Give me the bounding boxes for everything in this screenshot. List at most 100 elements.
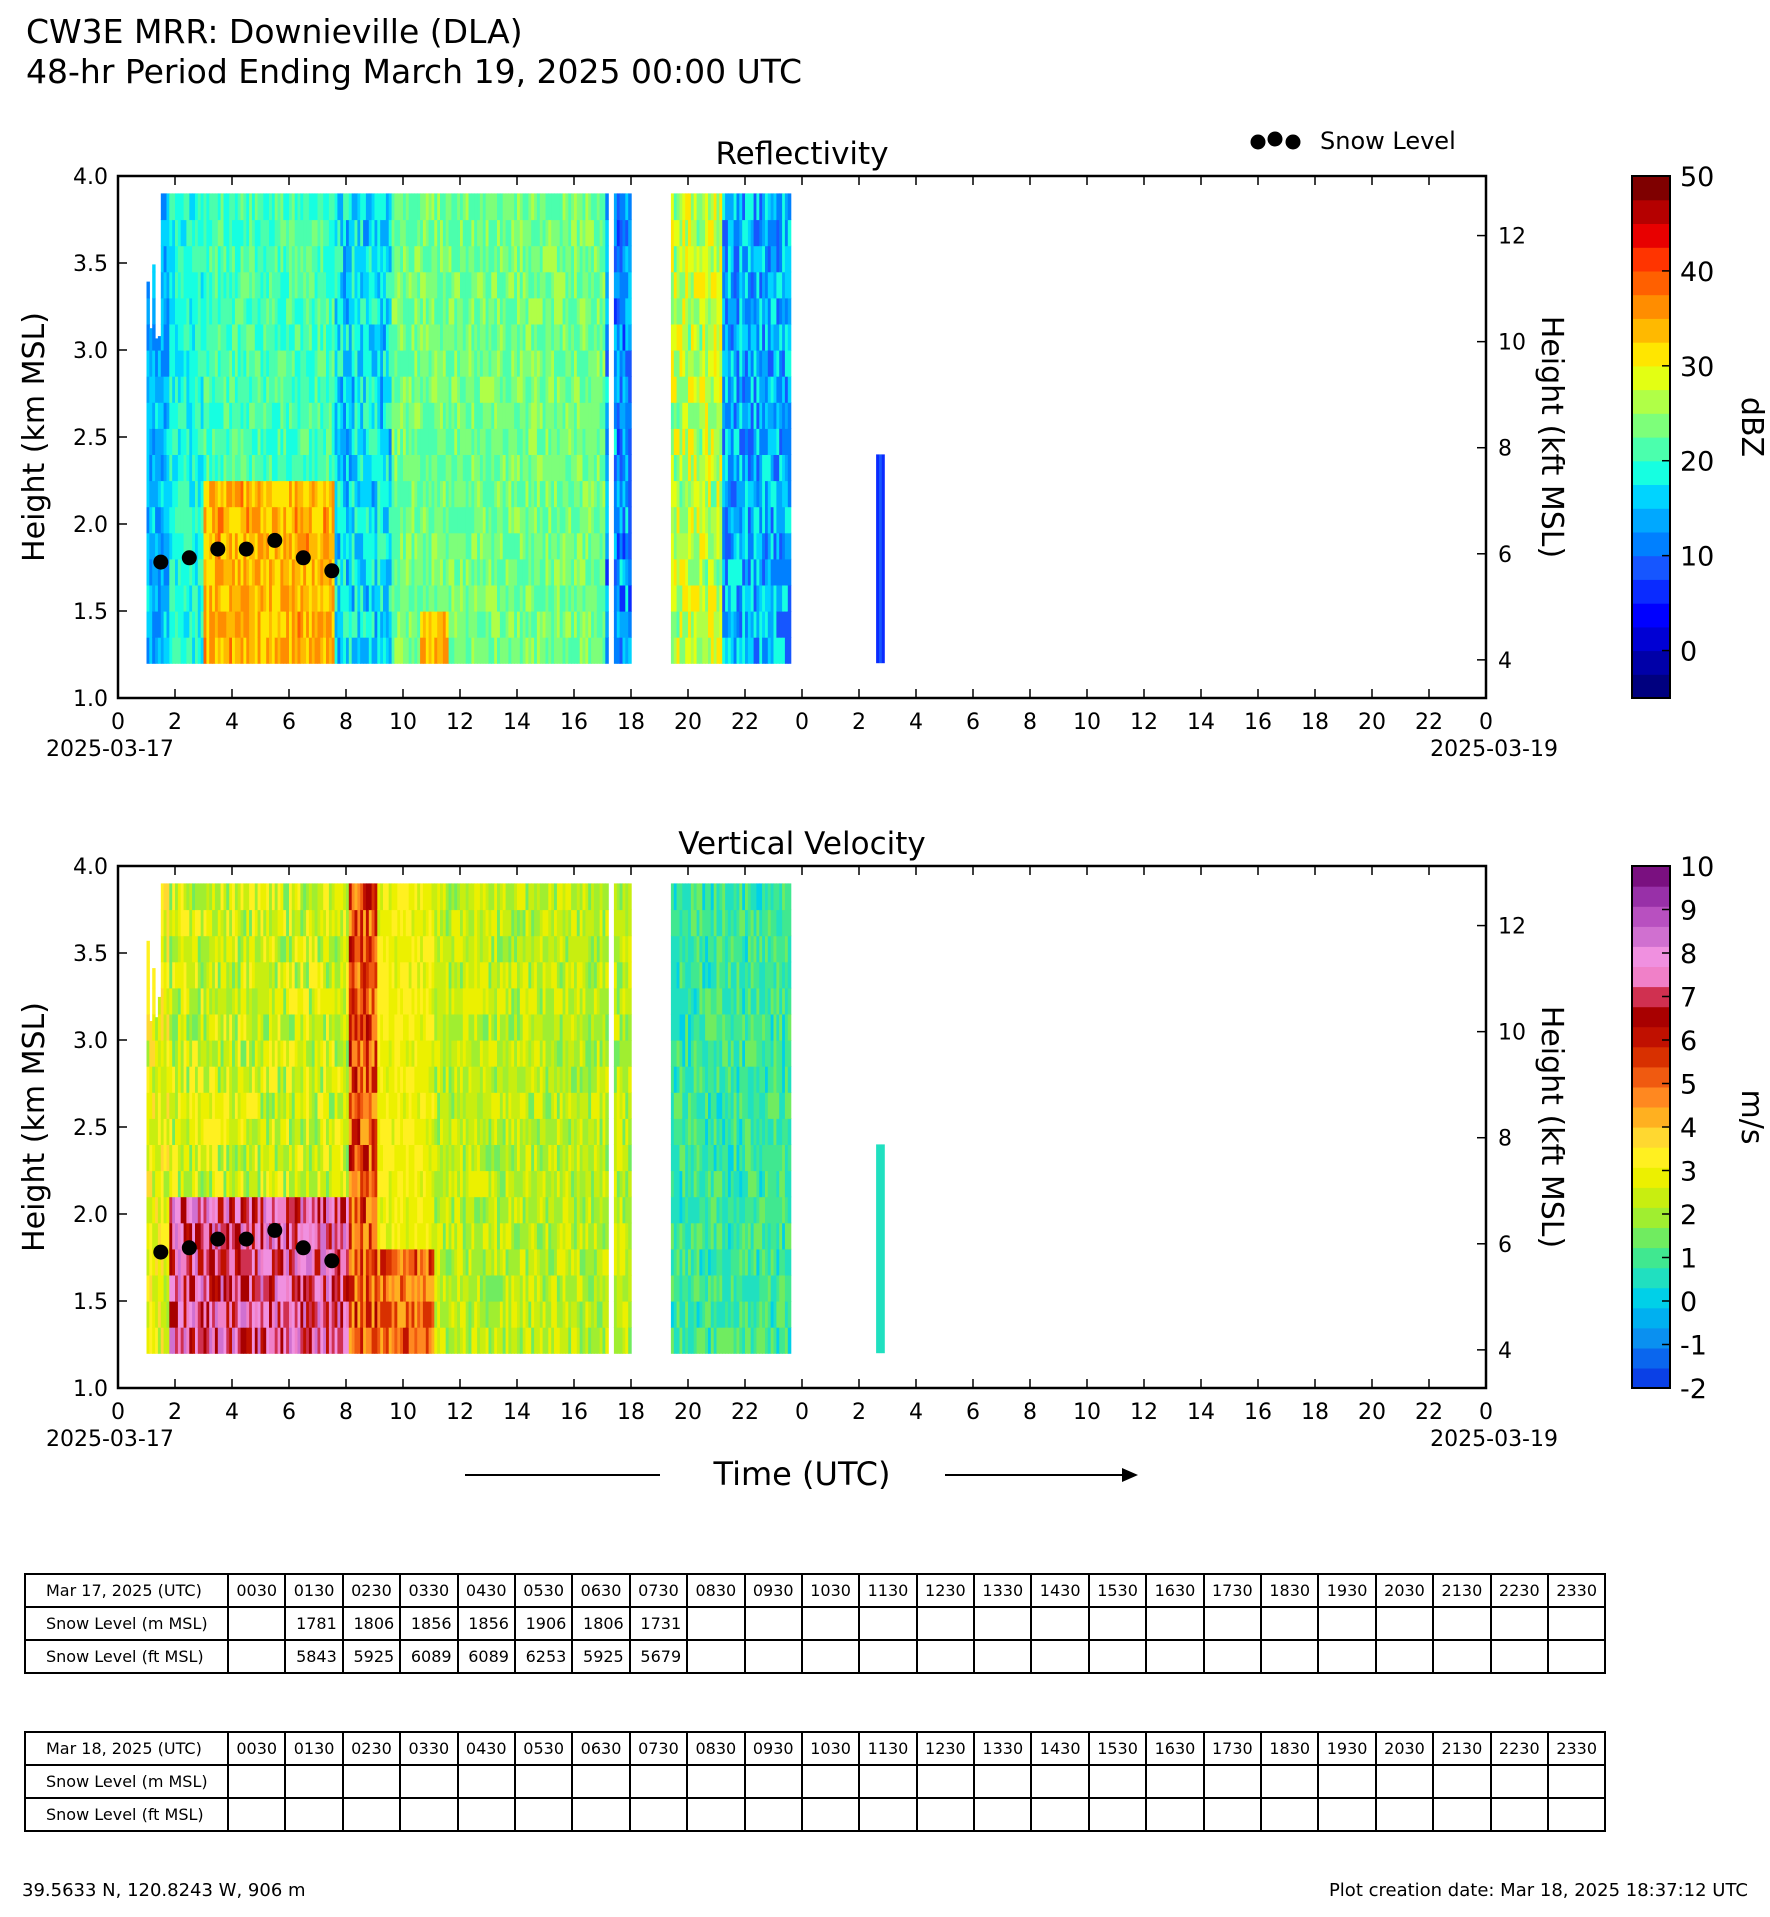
heatmap-cell: [622, 611, 626, 638]
heatmap-cell: [468, 402, 472, 429]
heatmap-cell: [294, 297, 299, 325]
heatmap-cell: [260, 350, 264, 377]
heatmap-cell: [331, 611, 336, 638]
heatmap-cell: [337, 584, 341, 612]
heatmap-cell: [525, 350, 529, 377]
heatmap-cell: [551, 323, 555, 351]
heatmap-cell: [494, 323, 498, 351]
heatmap-cell: [602, 323, 606, 351]
heatmap-cell: [499, 506, 504, 534]
heatmap-cell: [271, 1327, 276, 1354]
heatmap-cell: [574, 350, 578, 377]
heatmap-cell: [531, 611, 535, 638]
heatmap-cell: [237, 1274, 242, 1302]
heatmap-cell: [251, 480, 256, 508]
heatmap-cell: [374, 402, 378, 429]
heatmap-cell: [622, 323, 626, 351]
heatmap-cell: [283, 637, 287, 664]
heatmap-cell: [545, 506, 549, 534]
heatmap-cell: [223, 1144, 227, 1172]
heatmap-cell: [517, 193, 521, 221]
heatmap-cell: [226, 961, 230, 989]
heatmap-cell: [257, 506, 262, 534]
heatmap-cell: [271, 428, 276, 455]
heatmap-cell: [303, 193, 307, 221]
heatmap-cell: [314, 1248, 318, 1276]
heatmap-cell: [183, 323, 187, 351]
heatmap-cell: [756, 350, 760, 377]
heatmap-cell: [291, 1013, 296, 1041]
heatmap-cell: [554, 297, 558, 325]
heatmap-cell: [528, 193, 532, 221]
heatmap-cell: [280, 1144, 284, 1172]
heatmap-cell: [551, 350, 555, 377]
heatmap-cell: [246, 558, 250, 586]
heatmap-cell: [308, 532, 313, 560]
heatmap-cell: [269, 506, 273, 534]
heatmap-cell: [468, 558, 472, 586]
heatmap-cell: [605, 428, 609, 455]
heatmap-cell: [400, 350, 404, 377]
heatmap-cell: [782, 297, 786, 325]
heatmap-cell: [212, 350, 216, 377]
heatmap-cell: [579, 245, 584, 273]
heatmap-cell: [331, 584, 336, 612]
heatmap-cell: [192, 1066, 196, 1093]
heatmap-cell: [323, 376, 327, 403]
heatmap-cell: [303, 1066, 307, 1093]
heatmap-cell: [303, 350, 307, 377]
heatmap-cell: [274, 637, 279, 664]
heatmap-cell: [169, 637, 173, 664]
heatmap-cell: [425, 611, 430, 638]
heatmap-cell: [149, 480, 153, 508]
heatmap-cell: [246, 219, 250, 247]
heatmap-cell: [599, 532, 604, 560]
heatmap-cell: [576, 428, 581, 455]
heatmap-cell: [588, 219, 592, 247]
heatmap-cell: [300, 1144, 304, 1172]
heatmap-cell: [357, 219, 361, 247]
heatmap-cell: [232, 506, 236, 534]
heatmap-cell: [682, 428, 686, 455]
heatmap-cell: [249, 402, 253, 429]
heatmap-cell: [625, 611, 629, 638]
heatmap-cell: [172, 480, 176, 508]
heatmap-cell: [710, 480, 715, 508]
heatmap-cell: [442, 506, 447, 534]
heatmap-cell: [280, 883, 284, 911]
heatmap-cell: [497, 376, 501, 403]
heatmap-cell: [337, 506, 341, 534]
heatmap-cell: [377, 271, 381, 299]
heatmap-cell: [765, 193, 769, 221]
heatmap-cell: [784, 245, 789, 273]
heatmap-cell: [499, 611, 504, 638]
heatmap-cell: [368, 219, 373, 247]
heatmap-cell: [428, 297, 432, 325]
heatmap-cell: [485, 323, 489, 351]
heatmap-cell: [308, 297, 313, 325]
heatmap-cell: [699, 193, 703, 221]
heatmap-cell: [517, 219, 521, 247]
heatmap-cell: [297, 428, 301, 455]
heatmap-cell: [220, 402, 224, 429]
heatmap-cell: [599, 323, 604, 351]
heatmap-cell: [266, 297, 270, 325]
heatmap-cell: [462, 532, 467, 560]
heatmap-cell: [177, 1248, 182, 1276]
heatmap-cell: [229, 1040, 233, 1067]
heatmap-cell: [229, 193, 233, 221]
heatmap-cell: [192, 193, 196, 221]
heatmap-cell: [155, 1196, 159, 1224]
heatmap-cell: [277, 193, 282, 221]
heatmap-cell: [223, 1170, 227, 1198]
heatmap-cell: [226, 506, 230, 534]
heatmap-cell: [579, 402, 584, 429]
heatmap-cell: [773, 219, 777, 247]
heatmap-cell: [759, 376, 763, 403]
heatmap-cell: [157, 1274, 162, 1302]
heatmap-cell: [465, 637, 470, 664]
heatmap-cell: [157, 532, 162, 560]
heatmap-cell: [300, 584, 304, 612]
heatmap-cell: [585, 532, 589, 560]
heatmap-cell: [277, 611, 282, 638]
